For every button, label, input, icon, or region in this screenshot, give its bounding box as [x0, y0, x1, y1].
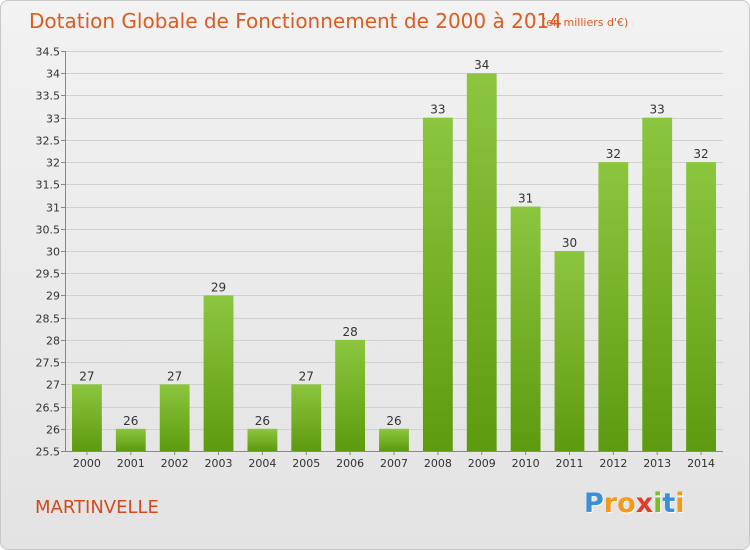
- y-tick-label: 34.5: [36, 46, 61, 59]
- bar-2013: [642, 117, 673, 452]
- logo-letter: P: [584, 488, 604, 519]
- y-tick-label: 31.5: [36, 179, 61, 192]
- proxiti-logo: Proxiti: [584, 488, 685, 519]
- y-tick-label: 27: [46, 379, 60, 392]
- x-tick-label: 2002: [161, 457, 189, 470]
- logo-letter: x: [635, 488, 654, 519]
- y-tick-label: 26: [46, 424, 60, 437]
- y-tick-label: 31: [46, 202, 60, 215]
- y-tick-label: 26.5: [36, 402, 61, 415]
- x-tick-label: 2008: [424, 457, 452, 470]
- x-tick-label: 2003: [205, 457, 233, 470]
- bar-value-label: 26: [123, 414, 138, 428]
- bar-2012: [598, 162, 629, 451]
- bar-2002: [159, 384, 190, 451]
- axes: 25.5 26 26.5 27 27.5 28 28.5 29 29.5 30 30.5 31 31.5…: [36, 46, 723, 470]
- x-tick-label: 2006: [336, 457, 364, 470]
- logo-letter: r: [603, 488, 618, 519]
- x-tick-label: 2011: [555, 457, 583, 470]
- bar-value-label: 26: [386, 414, 401, 428]
- bar-2008: [422, 117, 453, 452]
- bar-value-label: 32: [606, 147, 621, 161]
- y-tick-label: 29: [46, 290, 60, 303]
- x-tick-label: 2000: [73, 457, 101, 470]
- bar-value-label: 27: [79, 369, 94, 383]
- chart-title: Dotation Globale de Fonctionnement de 20…: [29, 9, 562, 33]
- bar-2006: [335, 339, 366, 451]
- bar-2014: [686, 162, 716, 451]
- bar-value-label: 28: [342, 325, 357, 339]
- bar-2010: [510, 206, 541, 451]
- x-tick-label: 2012: [599, 457, 627, 470]
- logo-letter: i: [675, 488, 685, 519]
- bar-value-label: 26: [255, 414, 270, 428]
- y-tick-label: 28: [46, 335, 60, 348]
- bar-value-label: 27: [299, 369, 314, 383]
- logo-letter: o: [617, 488, 636, 519]
- bar-2005: [291, 384, 322, 451]
- bar-value-label: 29: [211, 280, 226, 294]
- logo-letter: t: [662, 488, 676, 519]
- x-tick-label: 2005: [292, 457, 320, 470]
- bar-2003: [203, 295, 234, 451]
- x-tick-label: 2010: [512, 457, 540, 470]
- bar-value-label: 31: [518, 192, 533, 206]
- y-tick-label: 32.5: [36, 135, 61, 148]
- bar-value-label: 32: [693, 147, 708, 161]
- bar-2011: [554, 251, 585, 451]
- x-tick-label: 2004: [248, 457, 276, 470]
- bar-value-label: 33: [650, 103, 665, 117]
- y-tick-label: 29.5: [36, 268, 61, 281]
- chart-subtitle: (en milliers d'€): [542, 16, 629, 29]
- bar-2007: [379, 428, 409, 451]
- y-tick-label: 27.5: [36, 357, 61, 370]
- bar-value-label: 33: [430, 103, 445, 117]
- commune-name: MARTINVELLE: [35, 497, 159, 518]
- bar-2004: [247, 428, 278, 451]
- y-tick-label: 25.5: [36, 446, 61, 459]
- y-tick-label: 30: [46, 246, 60, 259]
- y-tick-label: 33: [46, 113, 60, 126]
- bars: [72, 73, 716, 452]
- bar-value-label: 34: [474, 58, 489, 72]
- bar-2001: [115, 428, 146, 451]
- bar-value-label: 27: [167, 369, 182, 383]
- y-tick-label: 30.5: [36, 224, 61, 237]
- logo-letter: i: [653, 488, 663, 519]
- y-tick-label: 28.5: [36, 313, 61, 326]
- x-tick-label: 2014: [687, 457, 715, 470]
- y-tick-label: 33.5: [36, 90, 61, 103]
- x-tick-label: 2001: [117, 457, 145, 470]
- y-tick-label: 34: [46, 68, 60, 81]
- x-tick-label: 2009: [468, 457, 496, 470]
- x-tick-label: 2013: [643, 457, 671, 470]
- bar-value-label: 30: [562, 236, 577, 250]
- bar-2000: [72, 384, 102, 451]
- x-tick-label: 2007: [380, 457, 408, 470]
- labels: 27 26 27 29 26 27 28 26 33 34 31 30 32 33 32: [79, 58, 708, 428]
- bar-2009: [466, 73, 497, 451]
- y-tick-label: 32: [46, 157, 60, 170]
